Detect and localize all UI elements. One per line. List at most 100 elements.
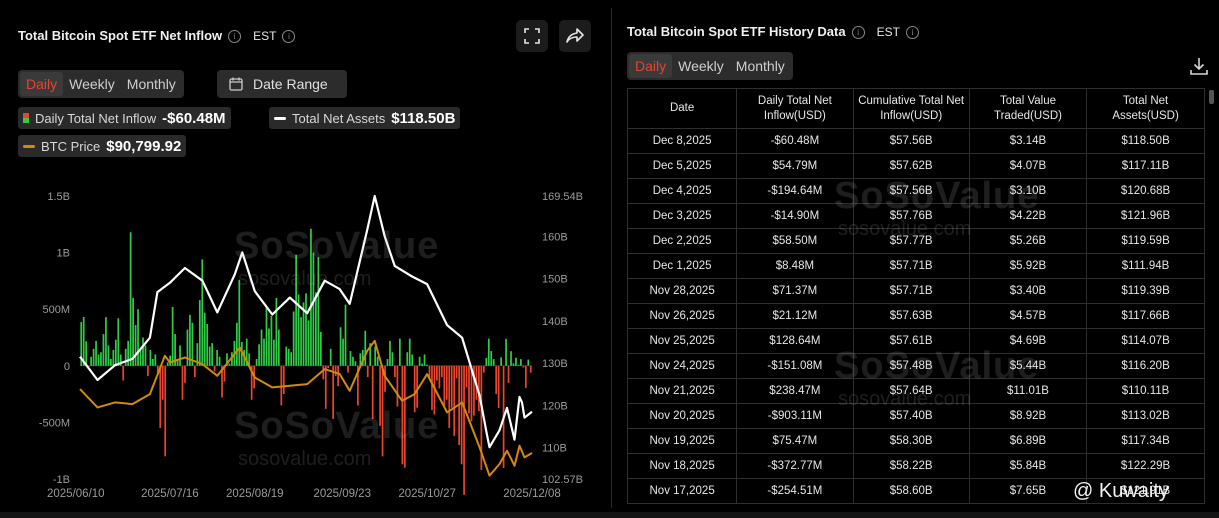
cell-traded: $5.84B xyxy=(968,453,1088,479)
inflow-bar xyxy=(149,349,152,366)
table-row[interactable]: Nov 18,2025 -$372.77M $58.22B $5.84B $122.29… xyxy=(626,453,1205,479)
inflow-bar xyxy=(277,329,280,366)
inflow-bar xyxy=(500,357,502,366)
table-row[interactable]: Dec 3,2025 -$14.90M $57.76B $4.22B $121.96B xyxy=(626,203,1205,229)
table-row[interactable]: Nov 21,2025 $238.47M $57.64B $11.01B $110.11… xyxy=(626,378,1205,404)
inflow-bar xyxy=(465,365,468,388)
table-row[interactable]: Dec 5,2025 $54.79M $57.62B $4.07B $117.11B xyxy=(626,153,1205,179)
table-row[interactable]: Dec 1,2025 $8.48M $57.71B $5.92B $111.94B xyxy=(626,253,1205,279)
inflow-bar xyxy=(206,323,209,366)
inflow-bar xyxy=(423,354,426,366)
col-cumulative[interactable]: Cumulative Total Net Inflow(USD) xyxy=(852,88,970,129)
timezone-info-icon[interactable]: i xyxy=(905,26,919,39)
col-date[interactable]: Date xyxy=(626,88,738,129)
table-row[interactable]: Nov 24,2025 -$151.08M $57.48B $5.44B $116.20… xyxy=(626,353,1205,379)
inflow-legend-value: -$60.48M xyxy=(162,109,226,127)
legend-price[interactable]: BTC Price $90,799.92 xyxy=(18,135,187,157)
tab-daily[interactable]: Daily xyxy=(629,54,673,78)
info-icon[interactable]: i xyxy=(851,26,865,39)
cell-traded: $7.65B xyxy=(968,478,1088,504)
cell-inflow: $58.50M xyxy=(736,228,854,254)
col-assets[interactable]: Total Net Assets(USD) xyxy=(1086,88,1205,129)
x-tick-label: 2025/08/19 xyxy=(226,488,284,500)
inflow-bar xyxy=(364,330,367,366)
inflow-bar xyxy=(245,338,248,366)
tab-weekly[interactable]: Weekly xyxy=(69,76,115,92)
legend-inflow[interactable]: Daily Total Net Inflow -$60.48M xyxy=(18,107,231,129)
inflow-bar xyxy=(268,328,270,366)
cell-assets: $110.11B xyxy=(1086,378,1205,404)
table-body: Dec 8,2025 -$60.48M $57.56B $3.14B $118.50B D… xyxy=(626,128,1205,504)
inflow-bar xyxy=(389,340,391,366)
inflow-legend-icon xyxy=(23,113,29,123)
timezone-info-icon[interactable]: i xyxy=(282,30,296,43)
inflow-bar xyxy=(371,365,374,419)
cell-inflow: $75.47M xyxy=(736,428,854,454)
inflow-bar xyxy=(490,351,493,366)
inflow-bar xyxy=(181,365,184,400)
inflow-bar xyxy=(305,293,307,366)
tab-daily[interactable]: Daily xyxy=(20,72,64,96)
cell-cumulative: $57.71B xyxy=(852,278,970,304)
tab-monthly[interactable]: Monthly xyxy=(126,76,176,92)
inflow-bar xyxy=(191,322,194,366)
inflow-bar xyxy=(369,343,372,366)
cell-assets: $122.29B xyxy=(1086,453,1205,479)
inflow-bar xyxy=(203,312,206,366)
inflow-bar xyxy=(117,318,120,366)
inflow-bar xyxy=(92,348,95,366)
inflow-bar xyxy=(164,365,167,457)
info-icon[interactable]: i xyxy=(228,30,242,43)
inflow-bar xyxy=(445,365,448,400)
cell-inflow: -$60.48M xyxy=(736,128,854,154)
inflow-bar xyxy=(470,365,473,422)
inflow-bar xyxy=(110,359,112,366)
share-button[interactable] xyxy=(559,20,591,52)
tab-monthly[interactable]: Monthly xyxy=(735,58,785,74)
inflow-bar xyxy=(342,338,344,366)
cell-date: Nov 18,2025 xyxy=(626,453,738,479)
inflow-bar xyxy=(473,365,475,416)
inflow-bar xyxy=(265,306,268,366)
inflow-bar xyxy=(339,327,342,366)
table-row[interactable]: Nov 17,2025 -$254.51M $58.60B $7.65B $121.91… xyxy=(626,478,1205,504)
cell-cumulative: $57.63B xyxy=(852,303,970,329)
y-left-tick-label: 0 xyxy=(64,361,70,373)
cell-traded: $6.89B xyxy=(968,428,1088,454)
table-row[interactable]: Dec 2,2025 $58.50M $57.77B $5.26B $119.59B xyxy=(626,228,1205,254)
inflow-bar xyxy=(114,339,117,366)
inflow-bar xyxy=(376,356,379,366)
inflow-bars xyxy=(80,228,532,495)
inflow-bar xyxy=(396,365,399,407)
inflow-bar xyxy=(448,365,451,429)
table-row[interactable]: Nov 20,2025 -$903.11M $57.40B $8.92B $113.02… xyxy=(626,403,1205,429)
col-inflow[interactable]: Daily Total Net Inflow(USD) xyxy=(736,88,854,129)
legend-assets[interactable]: Total Net Assets $118.50B xyxy=(269,107,461,129)
cell-traded: $5.92B xyxy=(968,253,1088,279)
cell-inflow: -$14.90M xyxy=(736,203,854,229)
table-row[interactable]: Nov 19,2025 $75.47M $58.30B $6.89B $117.34B xyxy=(626,428,1205,454)
cell-assets: $121.91B xyxy=(1086,478,1205,504)
col-traded[interactable]: Total Value Traded(USD) xyxy=(968,88,1088,129)
table-scrollbar[interactable] xyxy=(1209,90,1214,104)
inflow-bar xyxy=(440,365,443,378)
fullscreen-button[interactable] xyxy=(516,20,548,52)
table-row[interactable]: Nov 28,2025 $71.37M $57.71B $3.40B $119.39B xyxy=(626,278,1205,304)
download-button[interactable] xyxy=(1189,56,1209,81)
cell-date: Nov 25,2025 xyxy=(626,328,738,354)
inflow-bar xyxy=(122,365,125,381)
chart-title: Total Bitcoin Spot ETF Net Inflow xyxy=(18,28,223,43)
tab-weekly[interactable]: Weekly xyxy=(678,58,724,74)
inflow-bar xyxy=(349,351,352,366)
table-row[interactable]: Nov 25,2025 $128.64M $57.61B $4.69B $114.07B xyxy=(626,328,1205,354)
date-range-button[interactable]: Date Range xyxy=(217,70,347,98)
cell-inflow: $238.47M xyxy=(736,378,854,404)
cell-inflow: $21.12M xyxy=(736,303,854,329)
cell-date: Dec 3,2025 xyxy=(626,203,738,229)
table-row[interactable]: Dec 4,2025 -$194.64M $57.56B $3.10B $120.68B xyxy=(626,178,1205,204)
inflow-bar xyxy=(403,365,406,468)
table-row[interactable]: Nov 26,2025 $21.12M $57.63B $4.57B $117.66B xyxy=(626,303,1205,329)
table-row[interactable]: Dec 8,2025 -$60.48M $57.56B $3.14B $118.50B xyxy=(626,128,1205,154)
cell-traded: $8.92B xyxy=(968,403,1088,429)
inflow-bar xyxy=(255,359,258,366)
